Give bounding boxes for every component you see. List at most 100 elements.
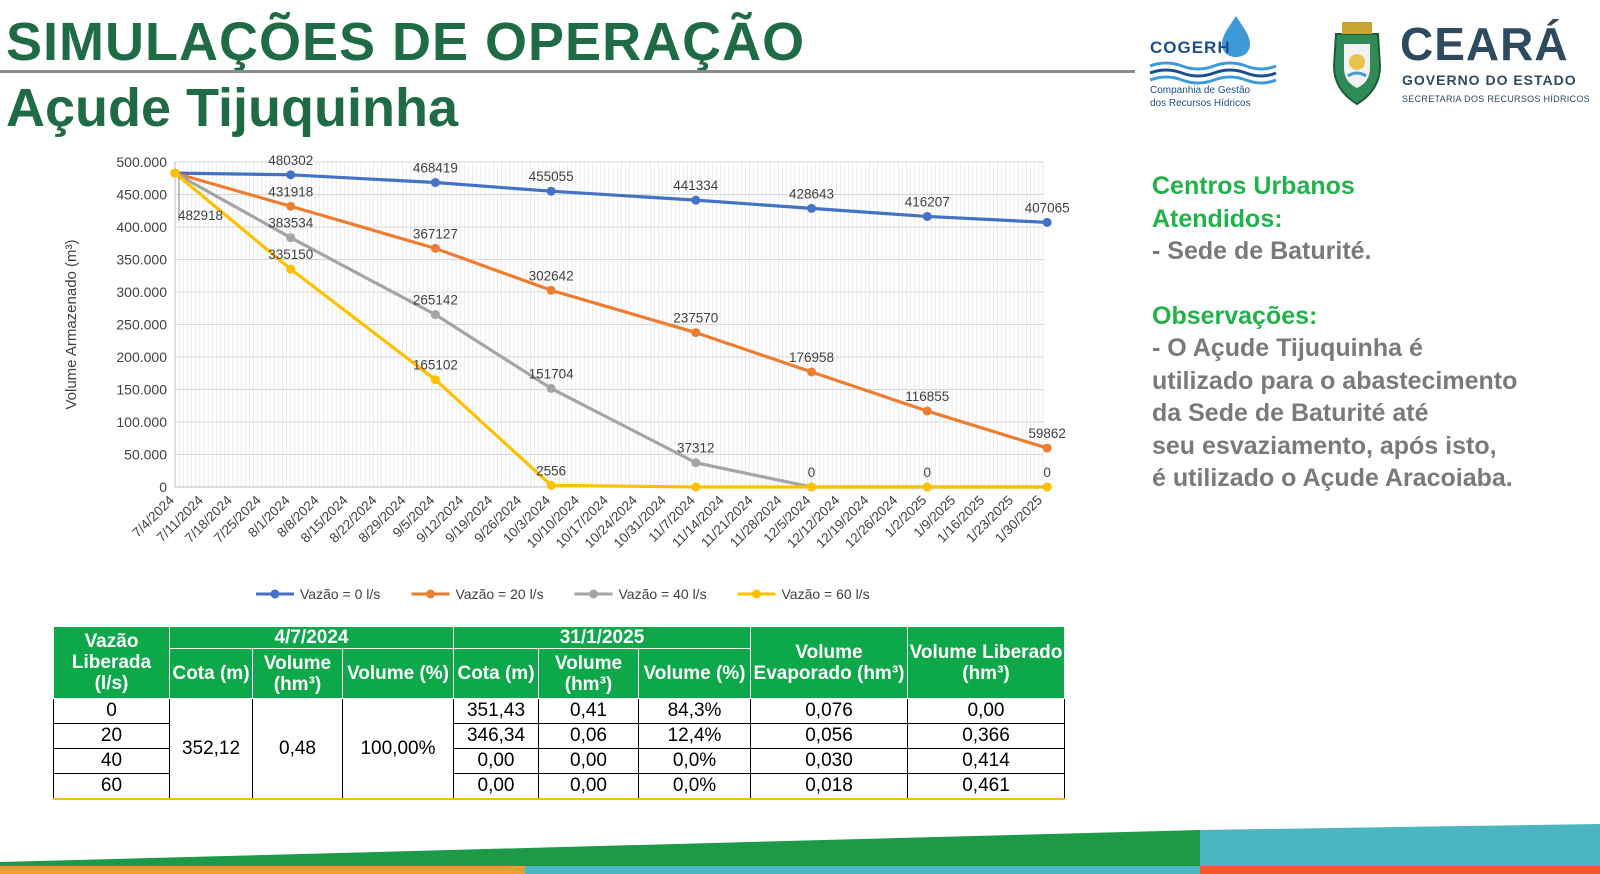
centros-item: - Sede de Baturité.: [1152, 237, 1372, 265]
data-label: 383534: [268, 216, 314, 231]
cell-evap: 0,056: [750, 723, 908, 749]
data-point: [807, 203, 817, 213]
series-line: [173, 171, 1048, 489]
data-point: [1042, 217, 1052, 227]
data-point: [546, 285, 556, 295]
header-date-end: 31/1/2025: [453, 626, 751, 649]
obs-line-5: é utilizado o Açude Aracoiaba.: [1152, 464, 1513, 492]
header-volume-pct-end: Volume (%): [638, 648, 751, 699]
cell-start-volume: 0,48: [252, 698, 343, 800]
data-label: 165102: [413, 358, 458, 373]
cell-vazao: 60: [53, 773, 170, 800]
data-label: 0: [924, 465, 932, 480]
data-label: 0: [1043, 465, 1051, 480]
obs-line-3: da Sede de Baturité até: [1152, 399, 1429, 427]
y-tick-label: 450.000: [116, 187, 167, 203]
side-panel: Centros Urbanos Atendidos: - Sede de Bat…: [1152, 170, 1597, 495]
obs-line-2: utilizado para o abastecimento: [1152, 366, 1518, 395]
cogerh-logo: COGERH Companhia de Gestão dos Recursos …: [1148, 14, 1278, 114]
legend-label: Vazão = 20 l/s: [456, 586, 544, 602]
data-point: [691, 458, 701, 468]
observacoes-title: Observações:: [1152, 301, 1318, 330]
centros-title-line-1: Centros Urbanos: [1152, 172, 1355, 200]
cell-evap: 0,076: [750, 698, 908, 724]
data-label: 302642: [529, 268, 574, 283]
cell-cota: 0,00: [453, 748, 539, 774]
data-label: 151704: [529, 366, 575, 381]
ceara-sec: SECRETARIA DOS RECURSOS HÍDRICOS: [1402, 94, 1590, 104]
cell-volume: 0,00: [538, 748, 639, 774]
ceara-name: CEARÁ: [1400, 18, 1569, 70]
cell-evap: 0,030: [750, 748, 908, 774]
cell-lib: 0,414: [907, 748, 1065, 774]
cogerh-name: COGERH: [1150, 38, 1231, 57]
series-line: [174, 171, 1048, 225]
footer-band: [0, 824, 1600, 874]
data-label: 0: [808, 465, 816, 480]
cell-start-cota: 352,12: [169, 698, 253, 800]
series-line: [174, 171, 1048, 450]
table-row: 0 352,12 0,48 100,00% 351,43 0,41 84,3% …: [53, 698, 1065, 800]
cell-volume: 0,00: [538, 773, 639, 800]
data-point: [546, 186, 556, 196]
header-date-start: 4/7/2024: [169, 626, 454, 649]
legend-swatch-marker: [752, 589, 761, 599]
y-tick-label: 200.000: [116, 349, 167, 365]
data-point: [691, 482, 701, 492]
data-point: [430, 310, 440, 320]
cell-lib: 0,461: [907, 773, 1065, 800]
y-tick-label: 300.000: [116, 284, 167, 300]
legend-label: Vazão = 0 l/s: [300, 586, 380, 602]
data-label: 116855: [905, 389, 949, 404]
header-volume-start: Volume (hm³): [252, 648, 343, 699]
data-label: 482918: [178, 208, 223, 223]
y-tick-label: 0: [159, 479, 167, 495]
data-label: 480302: [268, 153, 313, 168]
data-point: [922, 482, 932, 492]
volume-line-chart: 0 50.000 100.000 150.000 200.000 250.000 300.0…: [63, 153, 1070, 602]
data-point: [170, 168, 180, 178]
data-label: 416207: [905, 194, 950, 209]
table-row: 40 0,00 0,00 0,0% 0,030 0,414: [53, 748, 1065, 774]
centros-title-line-2: Atendidos:: [1152, 204, 1283, 233]
cell-pct: 0,0%: [638, 748, 751, 774]
data-label: 176958: [789, 350, 834, 365]
data-point: [922, 211, 932, 221]
obs-line-4: seu esvaziamento, após isto,: [1152, 431, 1497, 460]
cell-pct: 12,4%: [638, 723, 751, 749]
data-label: 431918: [268, 184, 313, 199]
data-point: [546, 480, 556, 490]
y-axis-title: Volume Armazenado (m³): [63, 239, 80, 409]
cell-vazao: 0: [53, 698, 170, 724]
data-label: 2556: [536, 463, 566, 478]
legend-swatch-marker: [589, 589, 598, 599]
data-label: 468419: [413, 161, 458, 176]
cell-pct: 0,0%: [638, 773, 751, 800]
data-point: [430, 375, 440, 385]
data-label: 428643: [789, 186, 834, 201]
y-tick-label: 150.000: [116, 382, 167, 398]
water-drop-icon: [1149, 16, 1277, 85]
simulation-table: Vazão Liberada (l/s) 4/7/2024 31/1/2025 …: [53, 626, 1065, 800]
table-row: 20 346,34 0,06 12,4% 0,056 0,366: [53, 723, 1065, 749]
data-label: 441334: [673, 178, 719, 193]
cell-lib: 0,366: [907, 723, 1065, 749]
y-tick-label: 50.000: [124, 447, 167, 463]
header-liberado: Volume Liberado (hm³): [907, 626, 1065, 699]
data-point: [807, 367, 817, 377]
data-point: [430, 178, 440, 188]
data-label: 335150: [268, 247, 313, 262]
data-label: 367127: [413, 226, 458, 241]
cell-pct: 84,3%: [638, 698, 751, 724]
y-tick-label: 350.000: [116, 252, 167, 268]
data-point: [1042, 443, 1052, 453]
data-point: [430, 243, 440, 253]
data-label: 237570: [673, 311, 718, 326]
cell-volume: 0,41: [538, 698, 639, 724]
data-label: 455055: [529, 169, 574, 184]
y-tick-label: 250.000: [116, 317, 167, 333]
data-point: [286, 170, 296, 180]
cell-lib: 0,00: [907, 698, 1065, 724]
header-volume-end: Volume (hm³): [538, 648, 639, 699]
cell-cota: 0,00: [453, 773, 539, 800]
